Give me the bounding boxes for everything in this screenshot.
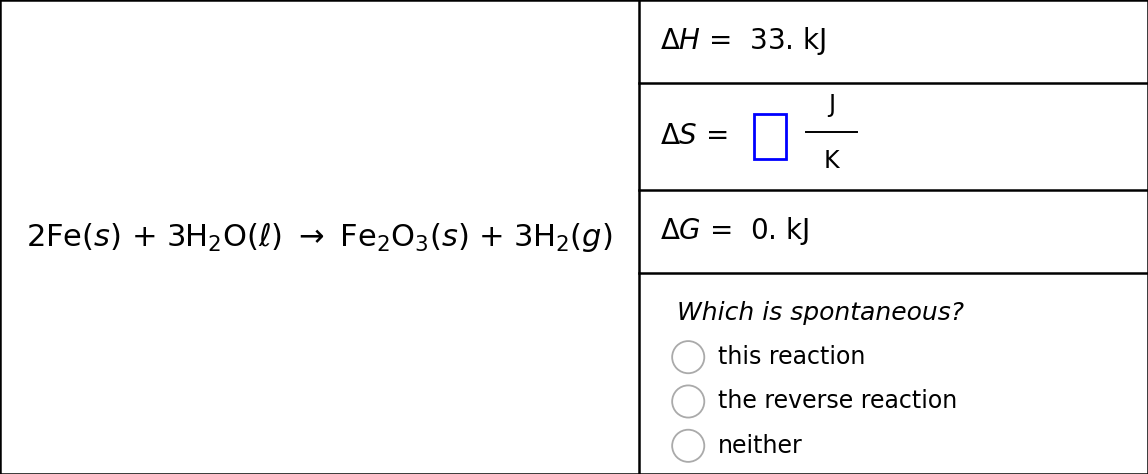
Text: $\Delta H$ =  33. kJ: $\Delta H$ = 33. kJ	[659, 26, 825, 57]
Text: $\Delta S$ =: $\Delta S$ =	[659, 122, 730, 150]
FancyBboxPatch shape	[753, 114, 785, 159]
Text: Which is spontaneous?: Which is spontaneous?	[677, 301, 964, 325]
Text: $\Delta G$ =  0. kJ: $\Delta G$ = 0. kJ	[659, 215, 808, 247]
Text: 2Fe$(s)$ + 3H$_2$O$(\ell)$ $\rightarrow$ Fe$_2$O$_3$$(s)$ + 3H$_2$$(g)$: 2Fe$(s)$ + 3H$_2$O$(\ell)$ $\rightarrow$…	[26, 220, 613, 254]
Text: neither: neither	[719, 434, 802, 458]
Text: the reverse reaction: the reverse reaction	[719, 390, 957, 413]
Text: this reaction: this reaction	[719, 345, 866, 369]
Text: K: K	[824, 149, 839, 173]
Text: J: J	[828, 93, 836, 118]
